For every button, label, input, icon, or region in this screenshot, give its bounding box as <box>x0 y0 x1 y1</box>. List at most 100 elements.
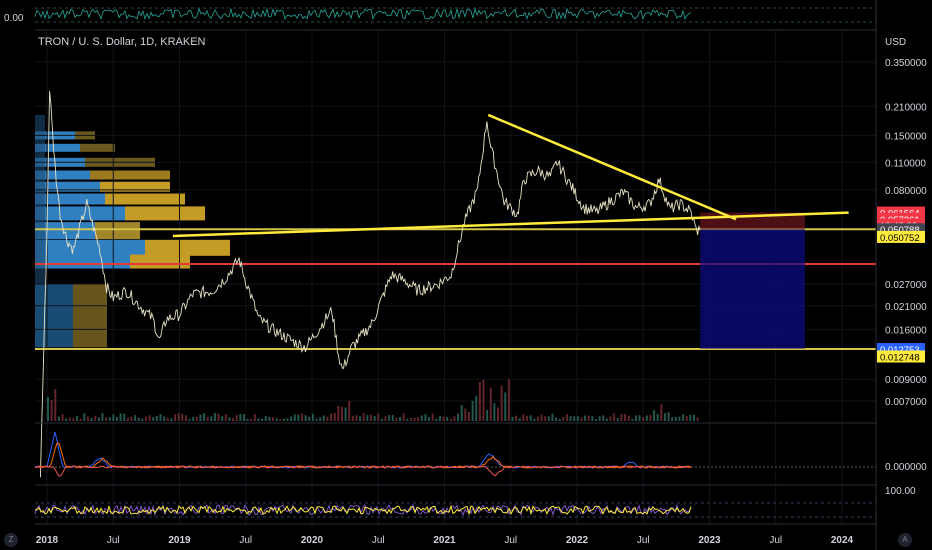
volume-bar-63 <box>275 418 278 421</box>
volume-bar-87 <box>362 413 365 421</box>
y-tick-label-5: 0.027000 <box>885 280 927 291</box>
top-indicator-line <box>34 7 692 21</box>
volume-bar-0 <box>47 396 49 421</box>
volume-bar-78 <box>330 413 333 421</box>
volume-bar-98 <box>402 413 405 421</box>
volume-bar-22 <box>126 417 129 421</box>
volume-bar-154 <box>605 418 608 421</box>
volume-bar-57 <box>253 414 256 421</box>
volume-bar-10 <box>83 413 86 421</box>
volume-bar-109 <box>442 416 445 421</box>
volume-bar-144 <box>569 415 572 421</box>
volume-bar-156 <box>613 413 616 421</box>
volume-bar-142 <box>562 416 565 421</box>
volume-bar-6 <box>68 417 71 421</box>
x-tick-label-3: Jul <box>239 535 252 546</box>
volume-bar-99 <box>406 418 409 421</box>
volume-bar-55 <box>246 418 249 421</box>
top-indicator-value: 0.00 <box>4 13 24 24</box>
price-badge-text-3: 0.050788 <box>880 225 920 236</box>
volume-bar-59 <box>261 418 264 421</box>
volume-bar-107 <box>435 418 438 421</box>
vp-gold-5 <box>105 193 185 205</box>
volume-bar-91 <box>377 413 380 421</box>
volume-bar-32 <box>163 416 166 421</box>
volume-bar-155 <box>609 416 612 421</box>
volume-bar-53 <box>239 413 242 421</box>
volume-bar-103 <box>420 415 423 421</box>
y-tick-label-1: 0.210000 <box>885 102 927 113</box>
volume-bar-116 <box>467 411 470 421</box>
volume-bar-159 <box>624 413 627 421</box>
volume-bar-29 <box>152 417 155 421</box>
volume-bar-114 <box>460 405 463 421</box>
volume-bar-1 <box>50 399 53 421</box>
volume-bar-64 <box>279 418 282 421</box>
x-tick-label-6: 2021 <box>433 535 456 546</box>
volume-bar-128 <box>511 416 514 421</box>
volume-bar-178 <box>692 414 695 421</box>
price-series <box>39 91 701 478</box>
currency-label: USD <box>885 37 906 48</box>
vp-gold-low <box>73 284 107 348</box>
volume-bar-16 <box>105 417 108 421</box>
y-tick-label-9: 0.007000 <box>885 397 927 408</box>
volume-bar-170 <box>663 413 666 421</box>
volume-bar-127 <box>507 379 510 421</box>
rsi-pane <box>34 502 876 518</box>
y-tick-label-4: 0.080000 <box>885 186 927 197</box>
volume-bar-35 <box>174 414 177 421</box>
rsi-scale-label: 100.00 <box>885 486 916 497</box>
x-tick-label-12: 2024 <box>831 535 854 546</box>
vp-blue-8 <box>35 239 145 256</box>
y-tick-label-8: 0.009000 <box>885 375 927 386</box>
volume-bar-75 <box>319 417 322 421</box>
volume-bar-12 <box>90 417 93 421</box>
volume-bar-51 <box>232 418 235 421</box>
volume-bar-121 <box>486 409 489 421</box>
x-tick-label-5: Jul <box>372 535 385 546</box>
volume-bar-139 <box>551 413 554 421</box>
volume-bar-100 <box>409 417 412 421</box>
volume-bar-133 <box>529 415 532 421</box>
volume-bar-80 <box>337 406 340 421</box>
position-target-zone <box>700 229 805 349</box>
volume-bar-56 <box>250 418 253 421</box>
volume-bar-164 <box>642 417 645 421</box>
volume-bar-14 <box>97 417 100 421</box>
volume-bar-11 <box>86 416 89 421</box>
short-position-box[interactable] <box>700 212 805 349</box>
volume-bar-145 <box>573 416 576 421</box>
vp-blue-5 <box>35 193 105 205</box>
vp-blue-1 <box>35 143 80 152</box>
volume-bar-132 <box>526 415 529 421</box>
timezone-button[interactable]: Z <box>4 533 18 547</box>
volume-bar-138 <box>547 416 550 421</box>
volume-bar-134 <box>533 418 536 421</box>
volume-bars <box>47 379 699 421</box>
chart-title: TRON / U. S. Dollar, 1D, KRAKEN <box>38 36 206 48</box>
rsi-signal <box>34 504 692 516</box>
volume-bar-122 <box>489 387 492 421</box>
volume-bar-17 <box>108 417 111 421</box>
volume-bar-141 <box>558 418 561 421</box>
volume-bar-161 <box>631 418 634 421</box>
volume-bar-95 <box>391 414 394 421</box>
volume-bar-27 <box>144 416 147 421</box>
trendlines[interactable] <box>172 113 849 238</box>
price-badge-bg-4 <box>877 230 925 243</box>
price-badge-text-6: 0.012748 <box>880 352 920 363</box>
vp-gold-9 <box>130 254 190 269</box>
volume-bar-118 <box>475 395 478 421</box>
volume-bar-143 <box>565 414 568 421</box>
y-tick-label-6: 0.021000 <box>885 302 927 313</box>
volume-bar-129 <box>515 415 518 421</box>
volume-bar-26 <box>141 418 144 421</box>
volume-bar-30 <box>155 416 158 421</box>
x-tick-label-9: Jul <box>637 535 650 546</box>
volume-bar-49 <box>224 414 227 421</box>
volume-bar-177 <box>689 414 692 421</box>
volume-bar-169 <box>660 404 663 421</box>
auto-scale-button[interactable]: A <box>898 533 912 547</box>
